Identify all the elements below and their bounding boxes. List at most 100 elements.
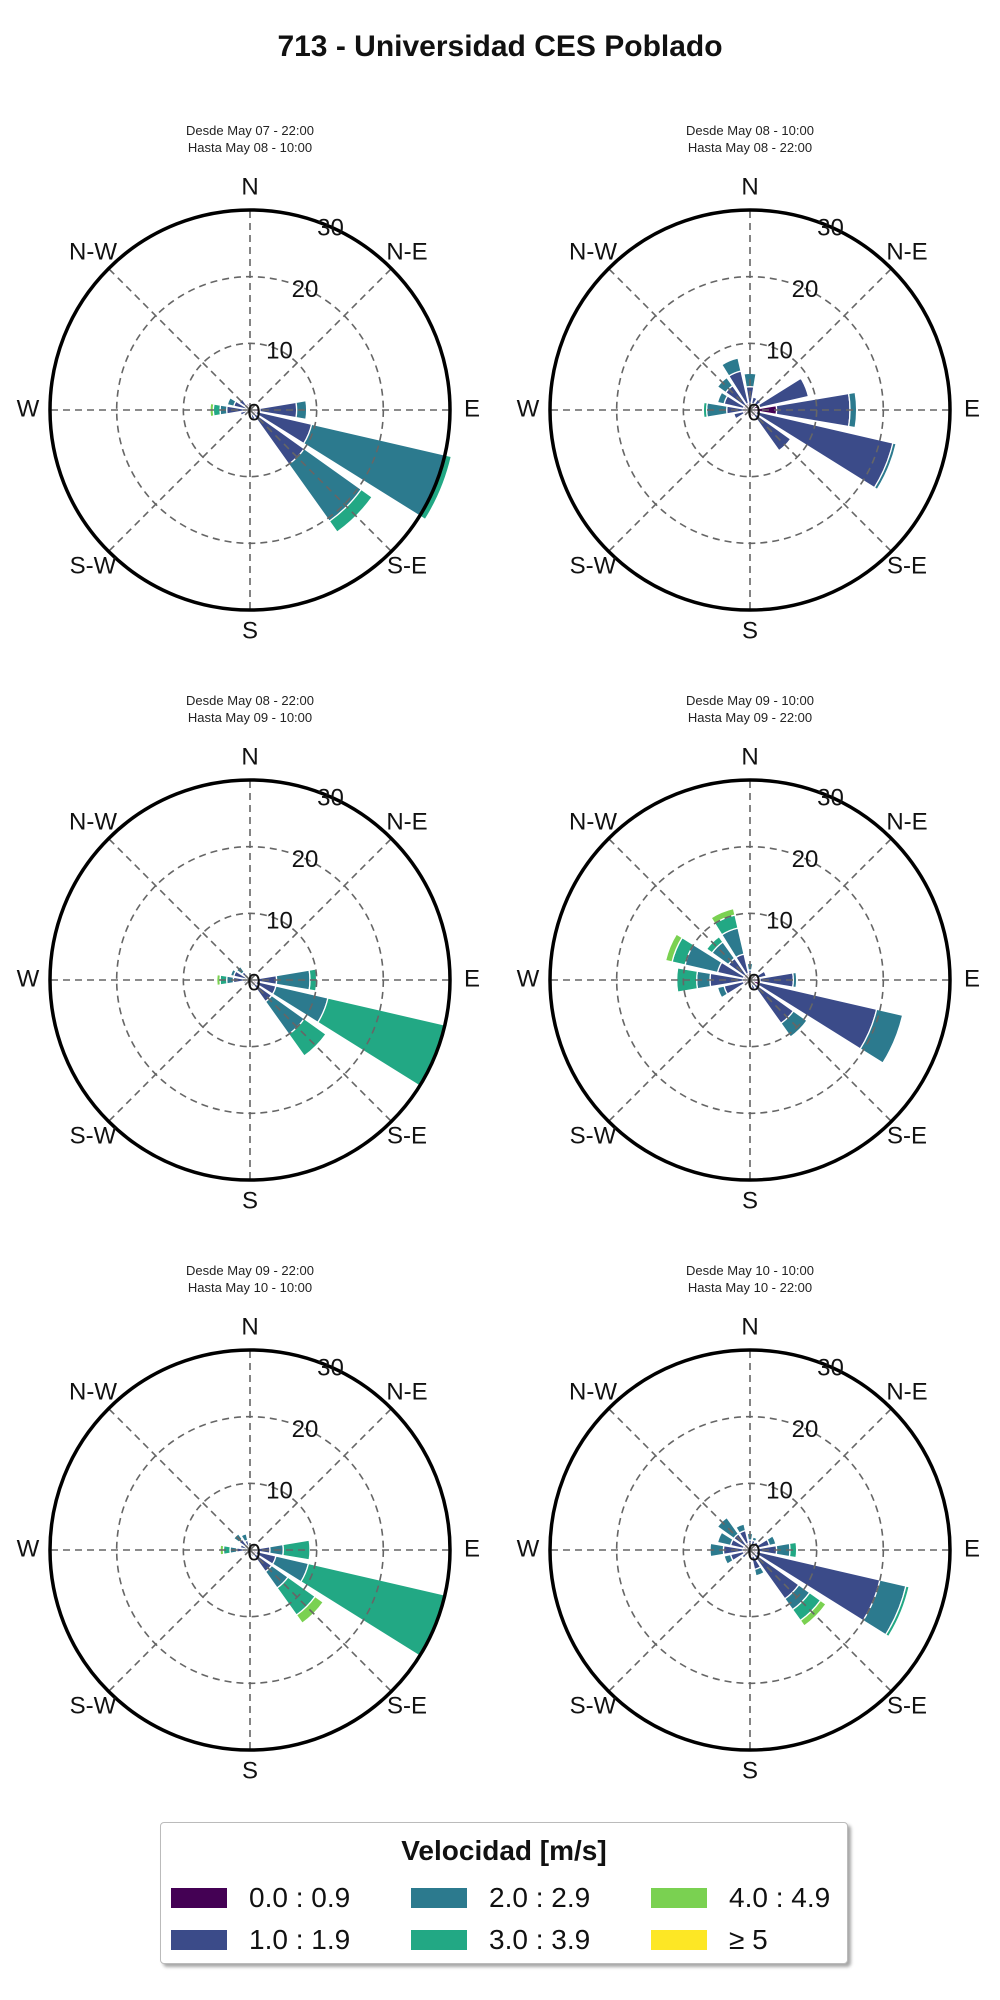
windrose-bar-segment [859, 1008, 904, 1064]
legend-label: 0.0 : 0.9 [249, 1882, 351, 1913]
grid-group [50, 1350, 450, 1750]
legend-label: 2.0 : 2.9 [489, 1882, 591, 1913]
grid-group [50, 210, 450, 610]
subtitle-desde: Desde May 10 - 10:00 [686, 1263, 814, 1278]
radial-tick-label: 10 [266, 1478, 293, 1505]
compass-label: S-E [887, 1692, 927, 1719]
spoke-gridline [108, 1549, 251, 1692]
legend-item: 3.0 : 3.9 [411, 1924, 591, 1955]
radial-tick-label: 0 [247, 1539, 260, 1566]
compass-label: S-W [570, 1692, 617, 1719]
outer-ring [548, 1348, 952, 1752]
grid-group [550, 780, 950, 1180]
subtitle-desde: Desde May 07 - 22:00 [186, 123, 314, 138]
subtitle-desde: Desde May 09 - 10:00 [686, 693, 814, 708]
radial-tick-label: 0 [747, 1539, 760, 1566]
subtitle-hasta: Hasta May 08 - 22:00 [687, 140, 813, 155]
windrose-bar-segment [216, 973, 222, 987]
legend: Velocidad [m/s] 0.0 : 0.9 1.0 : 1.9 2.0 … [160, 1822, 848, 1964]
panel-subtitle: Desde May 08 - 10:00 Hasta May 08 - 22:00 [500, 122, 1000, 156]
legend-swatch [171, 1888, 227, 1908]
windrose-panel: Desde May 08 - 22:00 Hasta May 09 - 10:00… [0, 570, 500, 1214]
radial-tick-label: 20 [792, 276, 819, 303]
windrose-bar-segment [753, 1566, 766, 1577]
ring-gridline [182, 912, 318, 1048]
legend-swatch [651, 1930, 707, 1950]
compass-label: E [964, 965, 980, 992]
windrose-bar-segment [702, 401, 709, 419]
grid-group [550, 210, 950, 610]
spoke-gridline [749, 1549, 892, 1692]
radial-tick-label: 30 [817, 215, 844, 242]
windrose-bar-segment [716, 376, 734, 394]
windrose-bar-segment [873, 442, 897, 491]
radial-tick-label: 10 [766, 1478, 793, 1505]
compass-label: S-W [570, 552, 617, 579]
radial-tick-label: 30 [317, 215, 344, 242]
spoke-gridline [749, 979, 892, 1122]
radial-tick-label: 0 [747, 399, 760, 426]
bars-group [709, 1516, 910, 1638]
compass-label: W [517, 965, 540, 992]
compass-label: E [964, 1535, 980, 1562]
compass-label: E [464, 965, 480, 992]
radial-tick-label: 0 [247, 969, 260, 996]
compass-label: S-W [70, 1692, 117, 1719]
panel-subtitle: Desde May 09 - 10:00 Hasta May 09 - 22:00 [500, 692, 1000, 726]
radial-tick-label: 0 [747, 969, 760, 996]
windrose-bar-segment [716, 391, 729, 405]
windrose-chart: 0 10 20 30 N N-E E S-E S S-W W N-W [517, 173, 980, 644]
compass-label: W [17, 965, 40, 992]
radial-tick-label: 20 [792, 846, 819, 873]
compass-label: N [241, 743, 258, 770]
windrose-bar-segment [664, 933, 684, 963]
compass-label: N-W [69, 1378, 117, 1405]
panel-subtitle: Desde May 08 - 22:00 Hasta May 09 - 10:00 [0, 692, 500, 726]
compass-label: N [741, 743, 758, 770]
windrose-chart: 0 10 20 30 N N-E E S-E S S-W W N-W [17, 173, 480, 644]
spoke-gridline [608, 979, 751, 1122]
compass-label: N-W [69, 238, 117, 265]
compass-label: E [464, 1535, 480, 1562]
windrose-chart: 0 10 20 30 N N-E E S-E S S-W W N-W [517, 1313, 980, 1784]
compass-label: N-W [569, 1378, 617, 1405]
bars-group [209, 396, 453, 534]
spoke-gridline [249, 1408, 392, 1551]
outer-ring [48, 1348, 452, 1752]
ring-gridline [682, 912, 818, 1048]
windrose-bar-segment [229, 968, 237, 978]
legend-item: 0.0 : 0.9 [171, 1882, 351, 1913]
outer-ring [548, 208, 952, 612]
legend-label: ≥ 5 [729, 1924, 768, 1955]
compass-label: N-E [886, 238, 927, 265]
spoke-gridline [749, 409, 892, 552]
legend-label: 3.0 : 3.9 [489, 1924, 591, 1955]
radial-tick-label: 10 [766, 908, 793, 935]
radial-tick-label: 20 [292, 846, 319, 873]
compass-label: S [242, 1187, 258, 1214]
spoke-gridline [608, 838, 751, 981]
compass-label: N-E [886, 1378, 927, 1405]
radial-tick-label: 30 [317, 1355, 344, 1382]
compass-label: N [241, 1313, 258, 1340]
compass-label: W [517, 1535, 540, 1562]
spoke-gridline [108, 979, 251, 1122]
spoke-gridline [608, 268, 751, 411]
ring-gridline [615, 1415, 885, 1685]
compass-label: S-E [387, 552, 427, 579]
page-title: 713 - Universidad CES Poblado [277, 30, 723, 63]
compass-label: W [17, 395, 40, 422]
spoke-gridline [749, 268, 892, 411]
subtitle-desde: Desde May 09 - 22:00 [186, 1263, 314, 1278]
compass-label: N [241, 173, 258, 200]
outer-ring [548, 778, 952, 1182]
subtitle-hasta: Hasta May 09 - 22:00 [687, 710, 813, 725]
compass-label: E [464, 395, 480, 422]
compass-label: S-W [570, 1122, 617, 1149]
radial-tick-label: 20 [292, 1416, 319, 1443]
windrose-chart: 0 10 20 30 N N-E E S-E S S-W W N-W [517, 743, 980, 1214]
spoke-gridline [249, 409, 392, 552]
panel-subtitle: Desde May 07 - 22:00 Hasta May 08 - 10:00 [0, 122, 500, 156]
compass-label: N-W [69, 808, 117, 835]
grid-group [50, 780, 450, 1180]
